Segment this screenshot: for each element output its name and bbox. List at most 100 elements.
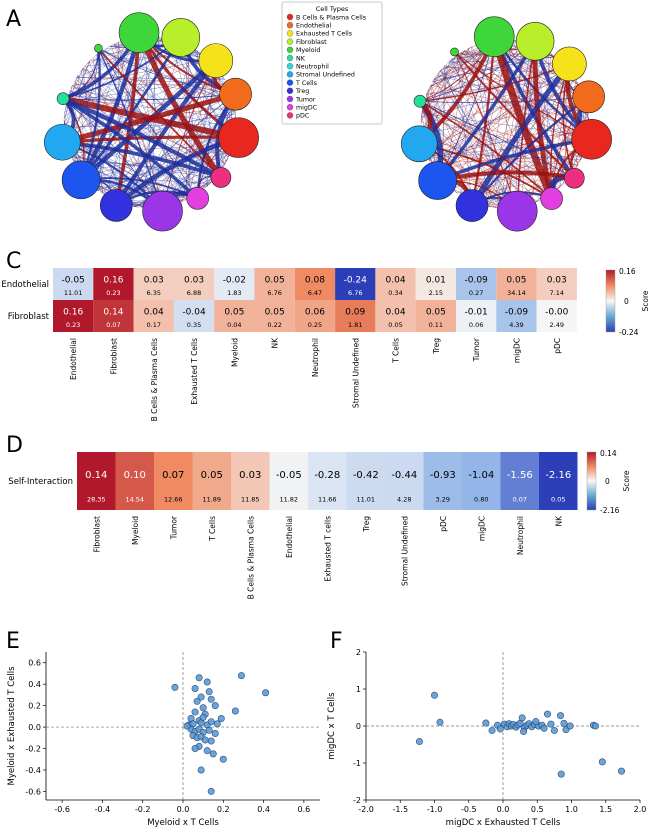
column-label-d: Neutrophil (516, 516, 525, 555)
x-axis-label-e: Myeloid x T Cells (147, 818, 219, 828)
network-node-b (540, 187, 563, 210)
x-tick-label-f: -0.5 (461, 805, 477, 814)
network-edge-b (421, 40, 492, 130)
y-tick-label-f: 2 (356, 648, 361, 657)
network-graph-a (44, 12, 259, 232)
heatmap-count-d: 3.29 (436, 495, 450, 503)
heatmap-score-c: 0.05 (426, 307, 446, 317)
y-axis-label-f: migDC x T Cells (327, 692, 337, 760)
x-tick-label-f: -1.5 (392, 805, 408, 814)
heatmap-count-c: 4.39 (509, 321, 523, 329)
network-edge-b (432, 71, 440, 82)
heatmap-score-c: 0.16 (63, 307, 83, 317)
heatmap-score-d: 0.07 (162, 470, 184, 481)
heatmap-score-d: 0.10 (124, 470, 146, 481)
network-edge-a (62, 48, 99, 100)
legend-swatch (286, 63, 294, 70)
scatter-point-e (195, 674, 203, 682)
heatmap-count-c: 0.04 (227, 321, 241, 329)
scatter-point-e (207, 737, 215, 745)
network-edge-b (515, 41, 522, 208)
y-tick-label-f: -1 (353, 759, 361, 768)
scatter-point-e (207, 718, 215, 726)
heatmap-cell-c (173, 268, 215, 300)
column-label-d: Tumor (169, 515, 178, 540)
scatter-point-e (203, 747, 211, 755)
y-tick-label-e: -0.2 (25, 745, 41, 754)
scatter-point-e (201, 736, 209, 744)
heatmap-count-c: 0.23 (66, 321, 80, 329)
heatmap-score-d: 0.03 (239, 470, 261, 481)
network-edge-b (449, 60, 535, 203)
heatmap-cell-c (173, 300, 215, 332)
network-edge-b (471, 95, 590, 207)
network-graph-b (400, 16, 612, 232)
network-node-b (496, 190, 538, 232)
heatmap-cell-c (133, 300, 174, 332)
network-edge-b (419, 96, 589, 103)
network-edge-b (521, 45, 535, 207)
heatmap-count-d: 0.05 (551, 495, 565, 503)
heatmap-count-c: 0.05 (388, 321, 402, 329)
network-edge-b (453, 51, 576, 179)
network-edge-b (490, 35, 555, 201)
column-label-c: Myeloid (230, 338, 239, 367)
network-edge-b (430, 69, 569, 164)
y-tick-label-f: 1 (356, 685, 361, 694)
panel-letter-d: D (6, 433, 23, 458)
heatmap-cell-c (456, 268, 497, 300)
heatmap-score-c: -0.01 (465, 307, 488, 317)
scatter-point-e (199, 704, 207, 712)
heatmap-cell-c (335, 300, 376, 332)
legend-swatch (286, 46, 294, 53)
column-label-c: NK (271, 337, 280, 349)
scatter-point-f (436, 718, 444, 726)
network-edge-b (430, 46, 537, 86)
scatter-point-e (183, 722, 191, 730)
scatter-point-e (217, 714, 225, 722)
heatmap-cell-c (93, 268, 134, 300)
network-edge-a (187, 69, 219, 200)
network-edge-b (437, 73, 515, 208)
scatter-point-f (518, 714, 526, 722)
cell-types-legend: Cell Types B Cells & Plasma Cells Endothe… (281, 1, 383, 125)
heatmap-count-d: 28.35 (87, 495, 106, 503)
heatmap-score-c: 0.01 (426, 275, 446, 285)
network-node-a (61, 160, 101, 200)
network-node-b (450, 47, 459, 57)
heatmap-cell-d (192, 452, 231, 510)
heatmap-cell-d (500, 452, 539, 510)
scatter-point-e (171, 683, 179, 691)
heatmap-score-c: -0.00 (545, 307, 569, 317)
heatmap-c: Endothelial -0.05 11.01 0.16 0.23 0.03 6.35 0.0… (1, 267, 648, 421)
network-edge-a (62, 96, 222, 180)
column-label-d: Endothelial (285, 516, 294, 558)
heatmap-cell-d (115, 452, 154, 510)
scatter-plot-f: -2.0 -1.5 -1.0 -0.5 0.0 0.5 1.0 1.5 2.0 2 1 0 -1 -2 mi… (327, 648, 646, 828)
network-edge-a (69, 110, 236, 152)
panel-letter-a: A (6, 7, 21, 32)
scatter-point-f (532, 718, 540, 726)
scatter-point-f (488, 726, 496, 734)
network-edge-b (419, 63, 570, 102)
panel-letter-e: E (6, 629, 20, 654)
network-edge-b (454, 51, 518, 212)
colorbar-label-c: Score (641, 290, 648, 311)
colorbar-label-d: Score (622, 470, 631, 491)
column-label-d: Exhausted T cells (323, 516, 332, 582)
scatter-point-e (209, 750, 217, 758)
network-edge-a (97, 47, 222, 179)
y-tick-label-e: 0.4 (28, 680, 41, 689)
heatmap-count-c: 0.07 (106, 321, 120, 329)
network-edge-b (424, 84, 580, 148)
legend-swatch (286, 13, 294, 21)
column-label-d: Myeloid (131, 516, 140, 545)
heatmap-score-c: -0.05 (62, 275, 85, 285)
heatmap-count-c: 6.88 (187, 289, 201, 297)
network-edge-b (421, 113, 589, 137)
heatmap-count-c: 0.11 (429, 321, 443, 329)
legend-title: Cell Types (316, 5, 349, 13)
heatmap-score-c: 0.03 (547, 275, 567, 285)
heatmap-count-d: 11.01 (356, 495, 375, 503)
